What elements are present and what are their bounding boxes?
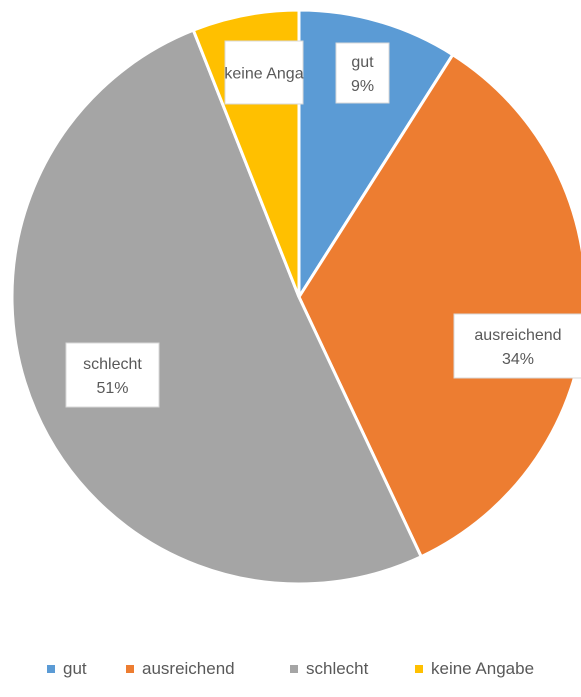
data-label-box xyxy=(453,313,581,379)
data-label-name: keine Anga xyxy=(224,66,303,83)
data-label-value: 9% xyxy=(351,78,374,95)
pie-slice-schlecht xyxy=(10,28,424,586)
legend-swatch xyxy=(415,665,423,673)
legend-swatch xyxy=(290,665,298,673)
data-label-keine-angabe: keine Anga xyxy=(224,40,304,105)
data-label-gut: gut 9% xyxy=(335,42,390,104)
legend-label: gut xyxy=(63,659,87,678)
pie-slice-ausreichend xyxy=(297,52,581,559)
data-labels: gut 9% ausreichend 34% schlecht 51% keine Anga xyxy=(65,40,581,408)
data-label-box xyxy=(335,42,390,104)
data-label-name: gut xyxy=(351,54,374,71)
legend-swatch xyxy=(126,665,134,673)
legend-label: keine Angabe xyxy=(431,659,534,678)
data-label-schlecht: schlecht 51% xyxy=(65,342,160,408)
data-label-value: 34% xyxy=(502,351,534,368)
data-label-ausreichend: ausreichend 34% xyxy=(453,313,581,379)
data-label-box xyxy=(224,40,304,105)
legend-label: ausreichend xyxy=(142,659,235,678)
legend: gut ausreichend schlecht keine Angabe xyxy=(47,659,534,678)
data-label-name: schlecht xyxy=(83,356,142,373)
legend-item-keine-angabe: keine Angabe xyxy=(415,659,534,678)
pie-slices xyxy=(10,8,581,586)
legend-item-ausreichend: ausreichend xyxy=(126,659,235,678)
data-label-value: 51% xyxy=(96,380,128,397)
legend-swatch xyxy=(47,665,55,673)
legend-label: schlecht xyxy=(306,659,369,678)
data-label-box xyxy=(65,342,160,408)
legend-item-schlecht: schlecht xyxy=(290,659,369,678)
data-label-name: ausreichend xyxy=(474,327,561,344)
legend-item-gut: gut xyxy=(47,659,87,678)
